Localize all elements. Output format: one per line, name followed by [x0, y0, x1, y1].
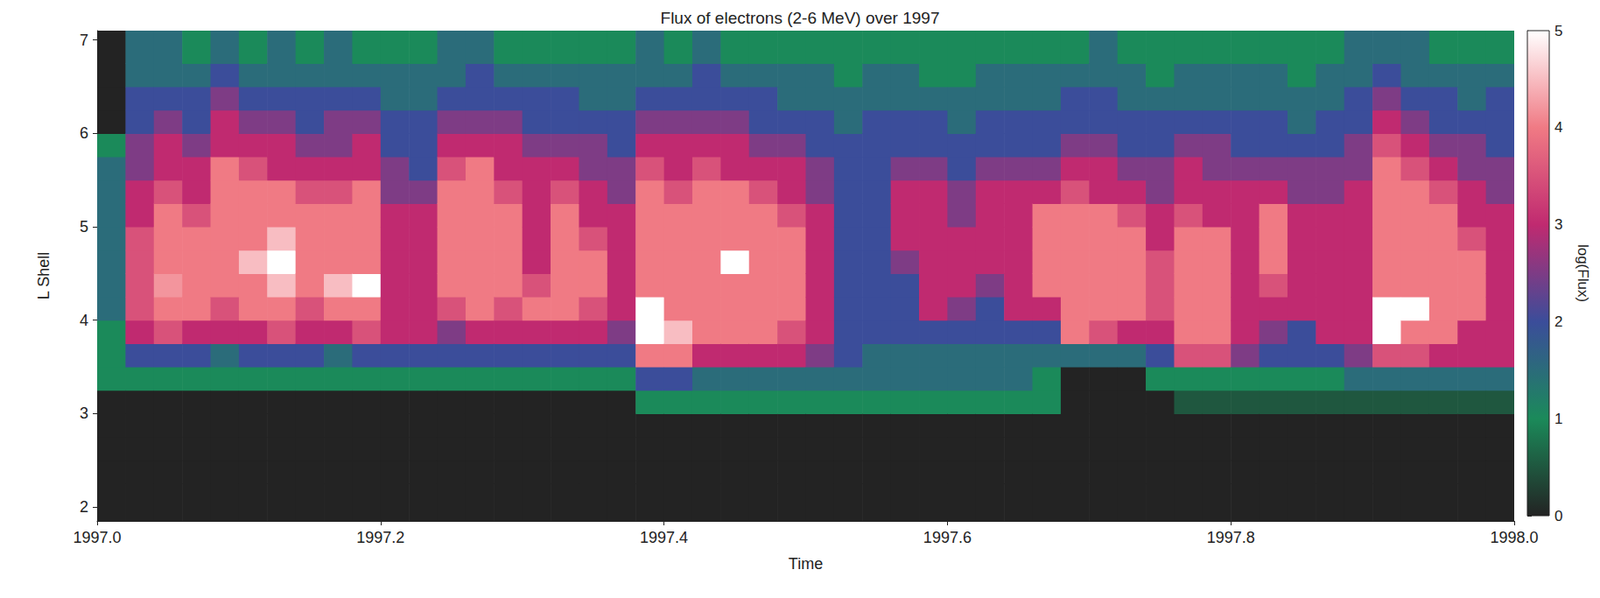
svg-text:L Shell: L Shell: [35, 252, 53, 300]
svg-text:Time: Time: [788, 554, 823, 573]
svg-text:1998.0: 1998.0: [1489, 528, 1538, 547]
svg-text:0: 0: [1554, 507, 1563, 525]
svg-text:4: 4: [79, 311, 89, 330]
svg-text:5: 5: [1554, 22, 1563, 40]
svg-text:5: 5: [79, 217, 89, 236]
svg-text:2: 2: [79, 498, 89, 516]
svg-text:1997.2: 1997.2: [356, 528, 405, 547]
svg-text:1997.8: 1997.8: [1207, 528, 1256, 547]
svg-text:3: 3: [1554, 216, 1563, 233]
svg-text:3: 3: [79, 404, 89, 422]
svg-text:1: 1: [1554, 410, 1563, 428]
svg-text:Flux of electrons (2-6 MeV) ov: Flux of electrons (2-6 MeV) over 1997: [660, 8, 941, 28]
svg-text:7: 7: [79, 31, 89, 50]
svg-text:6: 6: [79, 124, 89, 142]
svg-text:1997.0: 1997.0: [72, 528, 121, 547]
svg-text:2: 2: [1554, 313, 1563, 330]
svg-text:1997.4: 1997.4: [639, 528, 688, 547]
svg-text:1997.6: 1997.6: [923, 528, 972, 547]
svg-text:4: 4: [1554, 119, 1563, 136]
svg-text:log(Flux): log(Flux): [1574, 244, 1592, 302]
